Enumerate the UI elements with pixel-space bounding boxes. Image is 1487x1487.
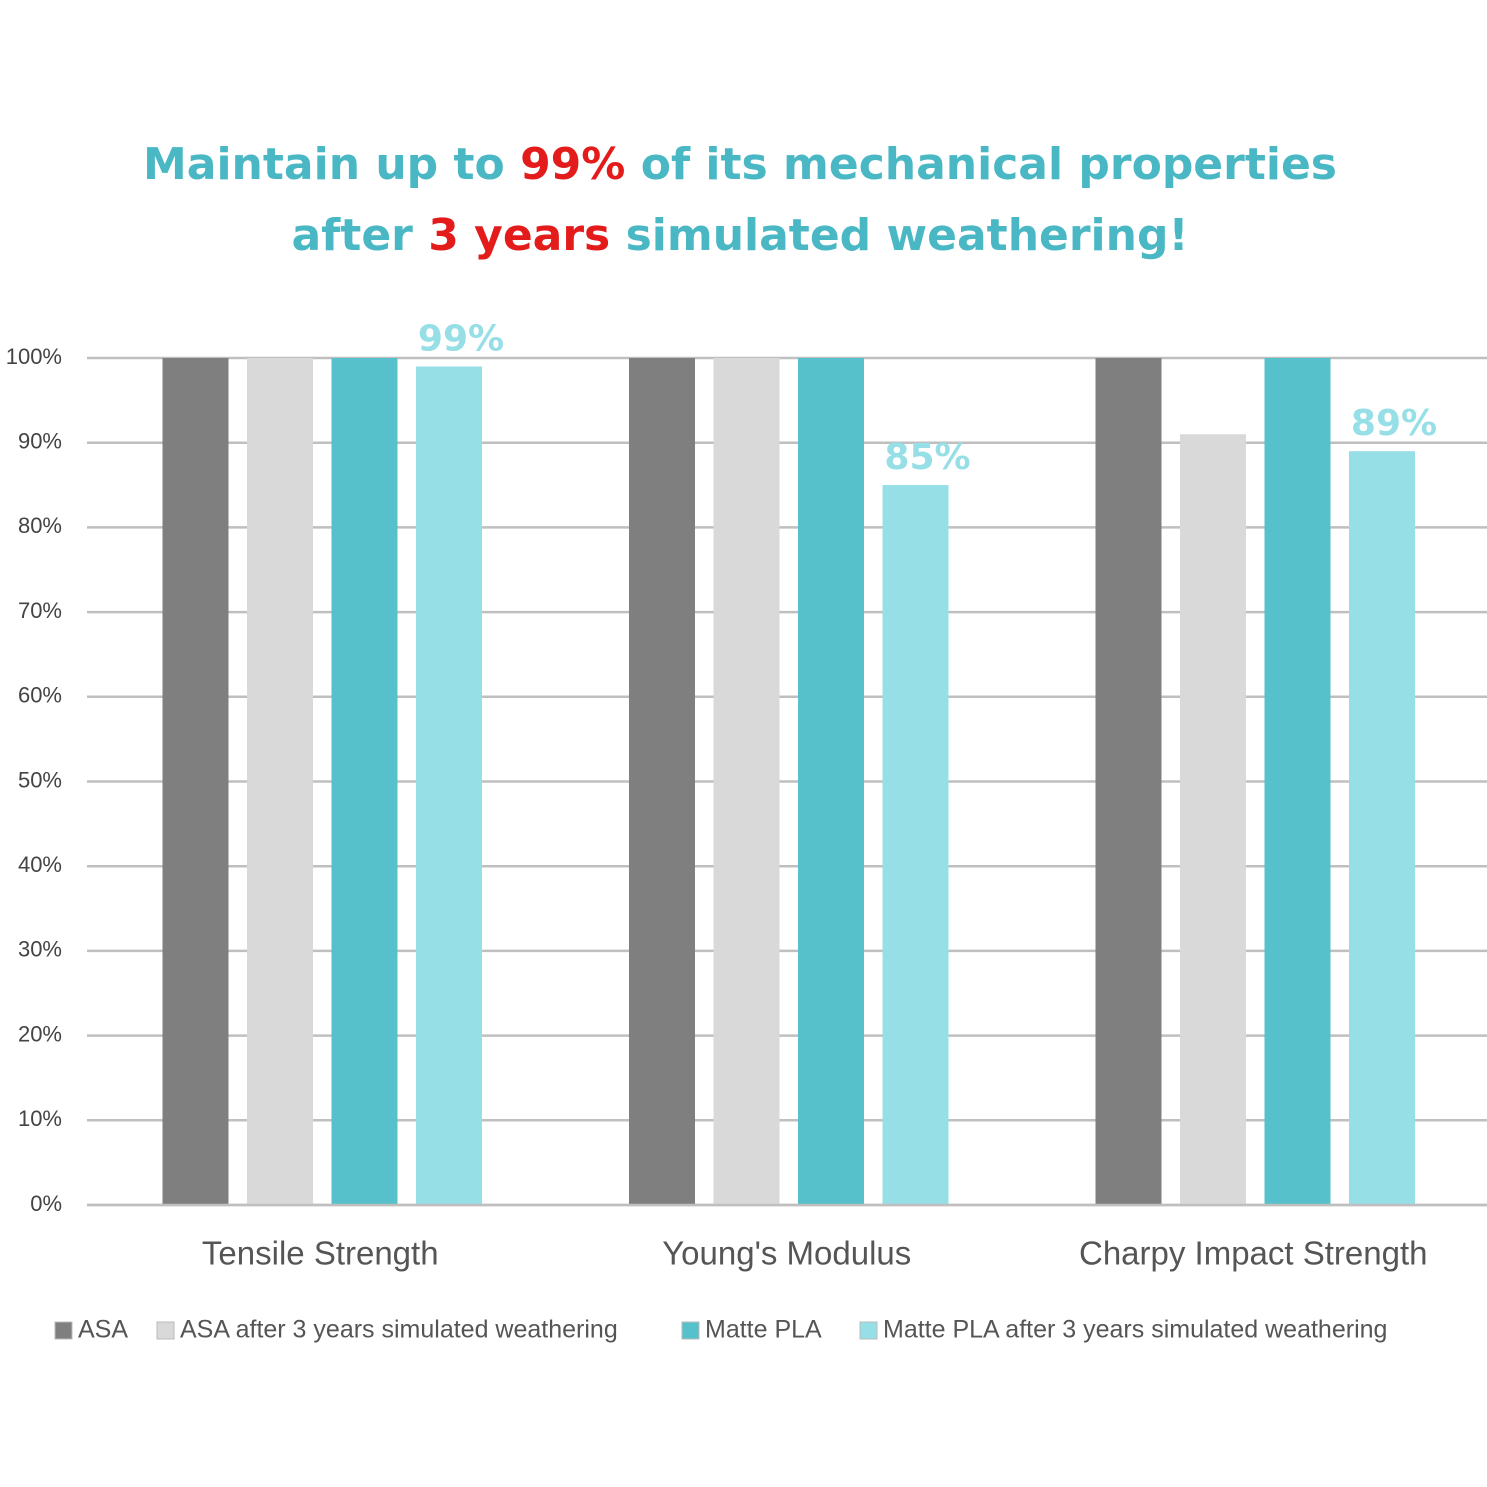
legend-swatch xyxy=(859,1321,878,1340)
bar xyxy=(247,358,313,1205)
data-label: 85% xyxy=(884,437,970,478)
legend-label: ASA xyxy=(78,1316,128,1344)
y-tick-label: 30% xyxy=(18,937,62,962)
legend-swatch xyxy=(681,1321,700,1340)
y-tick-label: 80% xyxy=(18,513,62,538)
bar xyxy=(1180,434,1246,1206)
y-tick-label: 70% xyxy=(18,598,62,623)
y-tick-label: 20% xyxy=(18,1021,62,1046)
bar xyxy=(629,358,695,1205)
title-segment: 99% xyxy=(520,139,625,190)
y-tick-label: 40% xyxy=(18,852,62,877)
bar xyxy=(882,485,949,1205)
bar xyxy=(1264,358,1331,1205)
x-tick-label: Young's Modulus xyxy=(662,1235,911,1272)
title-segment: simulated weathering! xyxy=(610,210,1188,261)
data-label: 99% xyxy=(418,318,504,359)
y-tick-label: 60% xyxy=(18,683,62,708)
bar xyxy=(162,358,229,1205)
y-tick-label: 10% xyxy=(18,1106,62,1131)
legend-swatch xyxy=(156,1321,175,1340)
bar xyxy=(1349,451,1415,1205)
bar xyxy=(331,358,398,1205)
data-label: 89% xyxy=(1351,403,1437,444)
bar xyxy=(1095,358,1162,1205)
legend-label: Matte PLA after 3 years simulated weathe… xyxy=(883,1316,1387,1344)
legend-swatch xyxy=(54,1321,73,1340)
x-tick-label: Tensile Strength xyxy=(202,1235,439,1272)
legend-label: Matte PLA xyxy=(705,1316,822,1344)
x-tick-label: Charpy Impact Strength xyxy=(1079,1235,1428,1272)
title-segment: Maintain up to xyxy=(143,139,520,190)
title-segment: 3 years xyxy=(428,210,610,261)
y-tick-label: 50% xyxy=(18,767,62,792)
legend-label: ASA after 3 years simulated weathering xyxy=(180,1316,618,1344)
title-segment: after xyxy=(291,210,428,261)
chart-subtitle: after 3 years simulated weathering! xyxy=(291,210,1188,261)
bar xyxy=(798,358,864,1205)
bar xyxy=(713,358,780,1205)
bar xyxy=(416,366,482,1206)
y-tick-label: 90% xyxy=(18,429,62,454)
chart-title: Maintain up to 99% of its mechanical pro… xyxy=(143,139,1337,190)
y-tick-label: 0% xyxy=(30,1191,62,1216)
y-tick-label: 100% xyxy=(6,344,62,369)
title-segment: of its mechanical properties xyxy=(625,139,1337,190)
